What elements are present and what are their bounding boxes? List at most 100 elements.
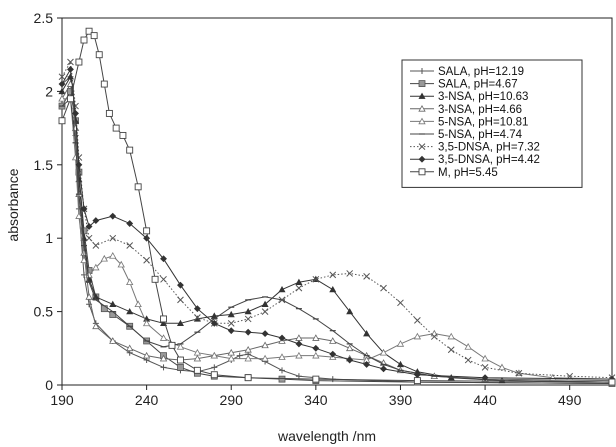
x-tick-label: 340: [304, 392, 328, 408]
data-point: [159, 334, 168, 341]
data-point: [193, 305, 201, 313]
x-axis: 190 240 290 340 390 440 490: [50, 385, 582, 408]
legend-label: 3,5-DNSA, pH=7.32: [438, 142, 540, 154]
data-point: [418, 143, 426, 150]
data-point: [81, 271, 87, 278]
data-point: [109, 337, 117, 344]
data-point: [244, 374, 252, 382]
data-point: [160, 255, 167, 263]
data-point: [244, 328, 252, 336]
x-tick-label: 240: [135, 392, 159, 408]
data-point: [85, 223, 93, 230]
data-point: [67, 95, 74, 103]
data-point: [143, 227, 151, 235]
data-point: [278, 353, 286, 360]
y-tick-label: 1: [45, 230, 53, 246]
data-point: [210, 371, 218, 379]
data-point: [244, 307, 252, 315]
data-point: [227, 327, 235, 335]
data-point: [109, 234, 117, 242]
data-point: [481, 364, 489, 371]
legend-entry: 3-NSA, pH=4.66: [410, 104, 522, 116]
legend-entry: M, pH=5.45: [410, 167, 498, 179]
data-point: [75, 154, 83, 161]
data-point: [85, 27, 93, 35]
data-point: [176, 319, 184, 327]
data-point: [418, 155, 426, 163]
data-point: [72, 102, 79, 110]
data-point: [363, 273, 370, 280]
data-point: [312, 334, 320, 341]
data-point: [142, 351, 151, 359]
data-point: [193, 366, 201, 374]
data-point: [312, 275, 320, 283]
data-point: [418, 104, 426, 112]
data-point: [447, 346, 455, 354]
data-point: [312, 375, 320, 383]
data-point: [90, 32, 98, 40]
data-point: [109, 251, 117, 259]
data-point: [418, 92, 426, 99]
data-point: [419, 68, 425, 74]
data-point: [160, 275, 167, 283]
x-tick-label: 290: [220, 392, 244, 408]
data-point: [244, 315, 252, 323]
y-tick-label: 0.5: [34, 304, 54, 320]
data-point: [236, 352, 243, 359]
plot-border: [61, 17, 613, 386]
series-layer: [58, 27, 616, 387]
series-6: [59, 97, 615, 383]
data-point: [75, 212, 83, 219]
data-point: [295, 340, 303, 348]
data-point: [397, 299, 404, 307]
data-point: [176, 343, 185, 350]
legend-label: 3,5-DNSA, pH=4.42: [438, 154, 540, 166]
data-point: [177, 296, 184, 304]
data-point: [380, 365, 387, 373]
data-point: [346, 356, 354, 364]
data-point: [608, 378, 616, 386]
data-point: [430, 329, 438, 337]
data-point: [109, 311, 117, 318]
data-point: [363, 330, 371, 337]
data-point: [261, 341, 269, 349]
legend-label: SALA, pH=4.67: [438, 79, 518, 91]
data-point: [92, 217, 100, 225]
data-point: [447, 332, 455, 340]
data-point: [244, 345, 252, 353]
data-point: [85, 293, 93, 300]
legend-entry: 3-NSA, pH=10.63: [410, 91, 528, 103]
data-point: [346, 270, 354, 277]
data-point: [418, 117, 426, 125]
data-point: [295, 351, 303, 359]
data-point: [295, 284, 303, 292]
x-tick-label: 440: [473, 392, 497, 408]
data-point: [92, 263, 100, 271]
data-point: [177, 281, 184, 289]
y-tick-label: 2.5: [34, 10, 54, 26]
legend-label: 5-NSA, pH=4.74: [438, 129, 523, 141]
series-9: [58, 27, 616, 386]
x-axis-label: wavelength /nm: [277, 428, 376, 444]
data-point: [379, 348, 388, 356]
data-point: [126, 344, 134, 352]
legend-entry: 3,5-DNSA, pH=4.42: [410, 154, 540, 166]
data-point: [278, 296, 286, 304]
x-tick-label: 490: [558, 392, 582, 408]
legend-label: 3-NSA, pH=10.63: [438, 91, 528, 103]
data-point: [396, 340, 405, 347]
data-point: [126, 146, 134, 154]
data-point: [160, 364, 167, 371]
data-point: [380, 284, 387, 292]
legend-entry: 3,5-DNSA, pH=7.32: [410, 142, 540, 154]
x-tick-label: 390: [389, 392, 413, 408]
data-point: [312, 351, 320, 359]
data-point: [498, 363, 506, 371]
data-point: [346, 307, 354, 315]
legend-label: SALA, pH=12.19: [438, 66, 524, 78]
legend-label: 3-NSA, pH=4.66: [438, 104, 522, 116]
data-point: [100, 305, 108, 313]
data-point: [279, 367, 285, 374]
